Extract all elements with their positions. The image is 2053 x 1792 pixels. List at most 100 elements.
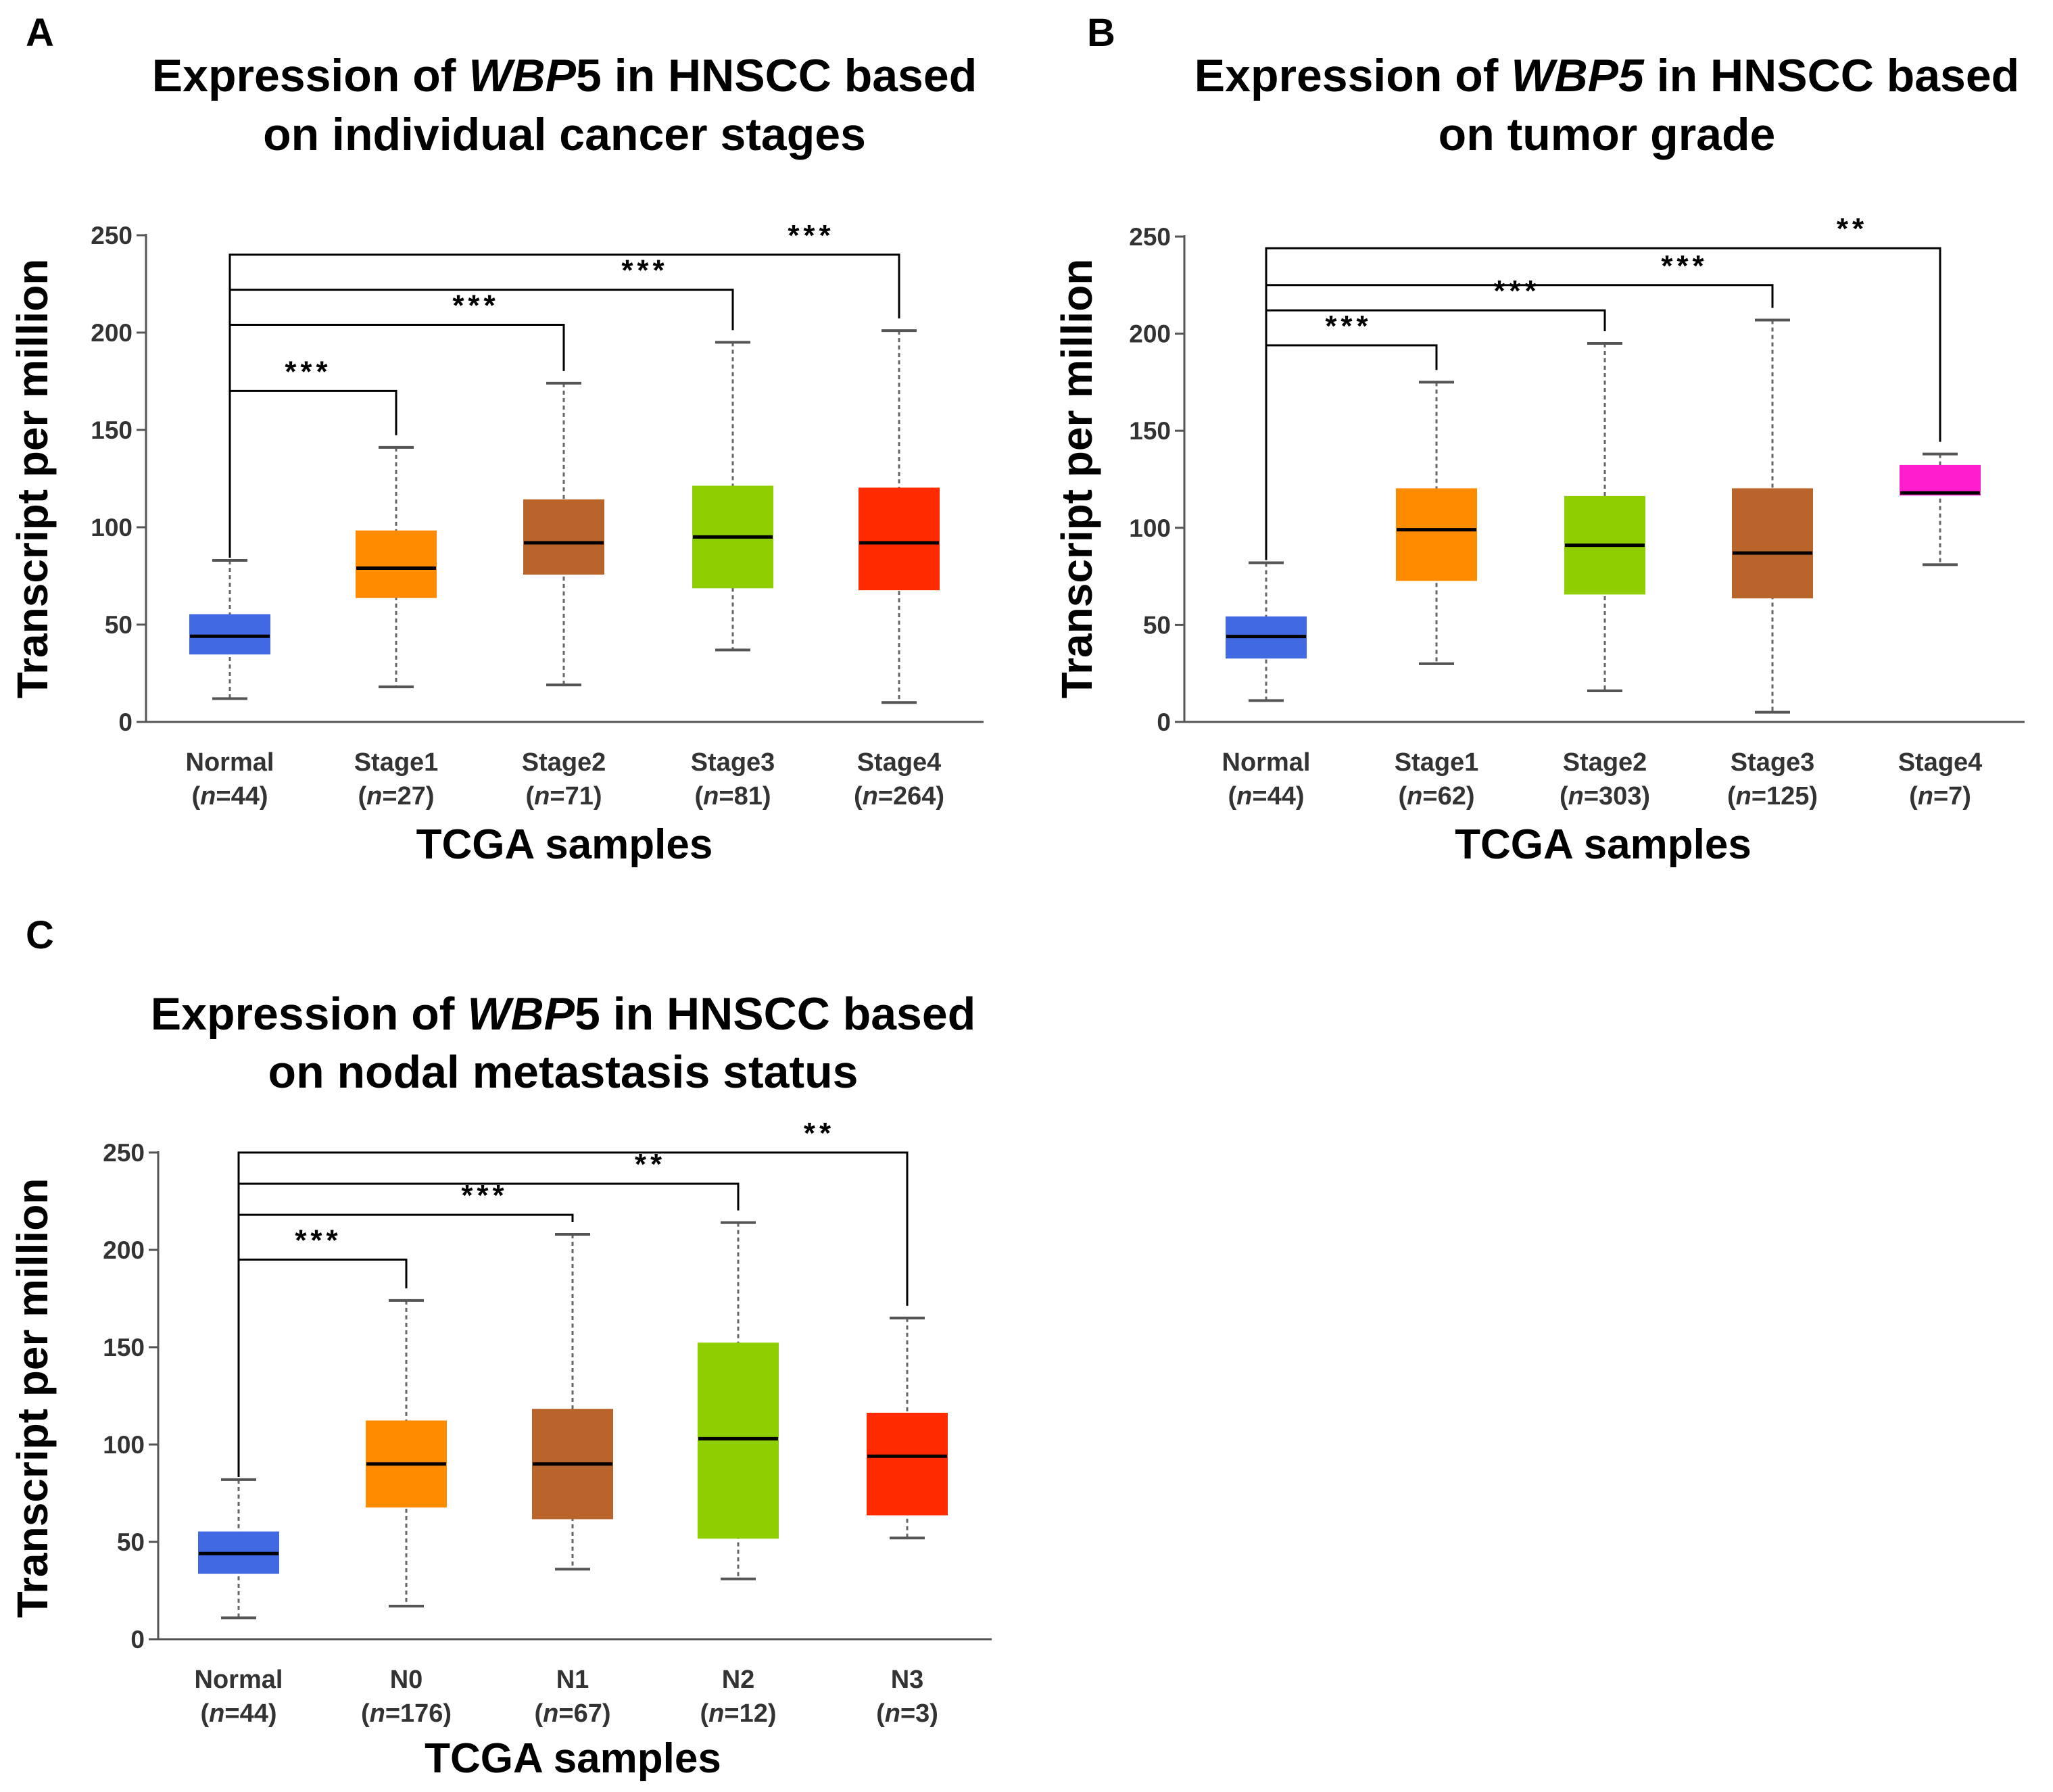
n-value: =176) (385, 1699, 452, 1728)
category-label: Stage1 (1395, 748, 1479, 777)
chart-title-line2: on tumor grade (1439, 109, 1776, 160)
box-stage4 (1900, 452, 1981, 566)
box-n3 (867, 1316, 948, 1540)
significance-stars: ** (1837, 212, 1868, 245)
sample-size-label: (n=3) (876, 1699, 938, 1728)
n-value: =44) (1252, 782, 1304, 810)
category-label: N2 (722, 1666, 755, 1694)
n-value: =62) (1422, 782, 1474, 810)
paren: ( (1399, 782, 1407, 810)
paren: ( (526, 782, 535, 810)
significance-bracket (228, 253, 900, 558)
significance-stars: *** (452, 289, 499, 322)
paren: ( (358, 782, 367, 810)
panel-b: B Expression of WBP5 in HNSCC based on tum… (1053, 11, 2025, 868)
n-value: =3) (900, 1699, 938, 1728)
n-symbol: n (703, 782, 719, 810)
box-stage1 (1396, 381, 1477, 665)
sample-size-label: (n=71) (526, 782, 602, 810)
y-tick-label: 100 (1129, 514, 1171, 542)
n-value: =67) (558, 1699, 610, 1728)
sample-size-label: (n=176) (361, 1699, 452, 1728)
sample-size-label: (n=62) (1399, 782, 1475, 810)
y-tick-label: 200 (91, 319, 132, 347)
paren: ( (535, 1699, 544, 1728)
iqr-box (189, 614, 270, 655)
paren: ( (201, 1699, 210, 1728)
sample-size-label: (n=7) (1909, 782, 1971, 810)
n-value: =44) (216, 782, 268, 810)
box-normal (1226, 561, 1307, 702)
category-label: Normal (186, 748, 274, 777)
significance-stars: *** (285, 355, 331, 388)
sample-size-label: (n=67) (535, 1699, 611, 1728)
paren: ( (361, 1699, 370, 1728)
significance-stars: *** (788, 219, 834, 252)
box-stage3 (692, 341, 773, 652)
chart-title-line1: Expression of WBP5 in HNSCC based (152, 50, 977, 101)
y-tick-label: 250 (103, 1139, 145, 1167)
chart-title-line2: on nodal metastasis status (268, 1046, 859, 1098)
sample-size-label: (n=44) (1228, 782, 1305, 810)
paren: ( (1727, 782, 1736, 810)
significance-bracket (237, 1151, 909, 1477)
sample-size-label: (n=303) (1560, 782, 1650, 810)
n-symbol: n (366, 782, 382, 810)
chart-title-line1: Expression of WBP5 in HNSCC based (1194, 50, 2019, 101)
iqr-box (698, 1342, 779, 1539)
y-tick-label: 200 (1129, 320, 1171, 348)
y-axis-label: Transcript per million (8, 1178, 57, 1618)
y-tick-label: 100 (103, 1431, 145, 1459)
n-value: =264) (878, 782, 944, 810)
iqr-box (356, 530, 437, 598)
iqr-box (867, 1412, 948, 1516)
n-value: =27) (382, 782, 434, 810)
box-stage2 (1564, 341, 1645, 693)
paren: ( (695, 782, 704, 810)
n-symbol: n (209, 1699, 224, 1728)
paren: ( (1560, 782, 1568, 810)
n-value: =7) (1933, 782, 1971, 810)
n-symbol: n (543, 1699, 558, 1728)
category-label: N3 (891, 1666, 924, 1694)
significance-stars: *** (1325, 310, 1372, 343)
n-symbol: n (370, 1699, 385, 1728)
y-axis-label: Transcript per million (1053, 259, 1101, 699)
gene-symbol: WBP (468, 50, 576, 101)
box-stage1 (356, 445, 437, 689)
category-label: Normal (1222, 748, 1311, 777)
box-n1 (532, 1232, 613, 1571)
paren: ( (1909, 782, 1918, 810)
title-part: 5 in HNSCC based (576, 50, 977, 101)
y-tick-label: 0 (118, 708, 132, 736)
title-part: Expression of (152, 50, 469, 101)
n-value: =125) (1752, 782, 1818, 810)
x-axis-label: TCGA samples (1455, 821, 1752, 868)
n-symbol: n (708, 1699, 724, 1728)
iqr-box (859, 487, 940, 591)
box-stage2 (523, 381, 604, 687)
n-symbol: n (1407, 782, 1422, 810)
sample-size-label: (n=264) (854, 782, 944, 810)
category-label: N0 (390, 1666, 423, 1694)
category-label: Stage2 (1563, 748, 1647, 777)
y-tick-label: 150 (1129, 417, 1171, 445)
y-tick-label: 0 (1157, 708, 1171, 736)
box-normal (189, 558, 270, 700)
y-tick-label: 200 (103, 1236, 145, 1264)
significance-bracket (228, 289, 734, 558)
iqr-box (523, 499, 604, 575)
sample-size-label: (n=44) (201, 1699, 277, 1728)
n-symbol: n (885, 1699, 900, 1728)
panel-letter: A (26, 11, 54, 55)
y-tick-label: 50 (1143, 611, 1171, 639)
significance-bracket (1265, 247, 1941, 560)
iqr-box (1900, 464, 1981, 495)
box-n0 (366, 1299, 447, 1608)
n-symbol: n (1568, 782, 1584, 810)
paren: ( (1228, 782, 1237, 810)
panel-letter: C (26, 913, 54, 957)
y-tick-label: 50 (117, 1528, 145, 1556)
y-tick-label: 250 (91, 222, 132, 249)
